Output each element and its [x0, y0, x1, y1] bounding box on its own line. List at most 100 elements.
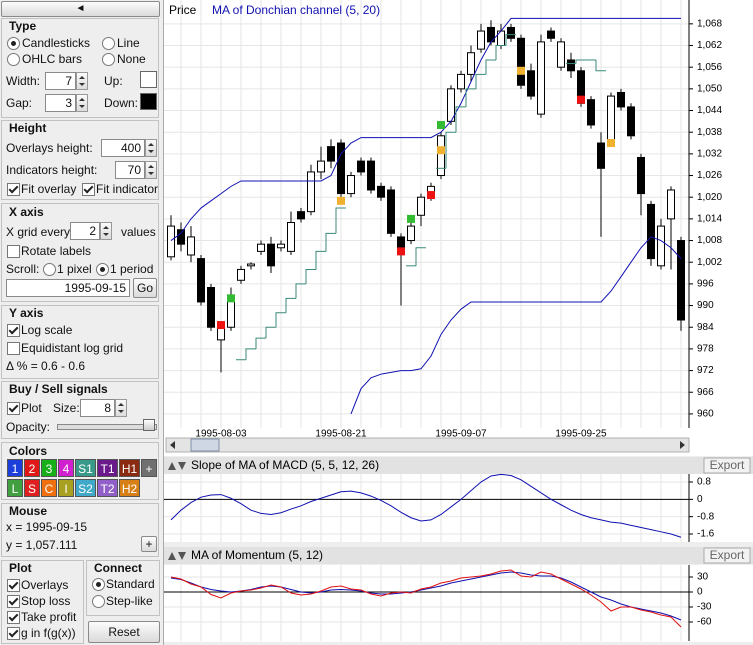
candle-body	[287, 221, 295, 252]
color-button[interactable]: S2	[75, 479, 96, 497]
spinner[interactable]	[145, 139, 157, 157]
color-button[interactable]: 4	[58, 459, 74, 477]
stop-line	[335, 207, 346, 234]
mouse-x: x = 1995-09-15	[6, 520, 88, 534]
radio[interactable]	[7, 53, 20, 66]
add-button[interactable]: +	[141, 536, 157, 552]
move-up[interactable]	[168, 462, 176, 470]
color-button[interactable]: S1	[75, 459, 96, 477]
candle-body	[357, 160, 365, 173]
scroll-right[interactable]	[680, 441, 685, 449]
checkbox[interactable]	[7, 579, 20, 592]
collapse-button[interactable]: ◄	[1, 1, 160, 17]
radio[interactable]	[96, 263, 109, 276]
y-tick-label: 0	[697, 587, 703, 598]
y-tick-label: 1,038	[697, 127, 722, 138]
down-color-swatch[interactable]	[140, 93, 157, 110]
reset-button[interactable]: Reset	[88, 621, 160, 643]
radio[interactable]	[7, 37, 20, 50]
radio[interactable]	[92, 578, 105, 591]
checkbox[interactable]	[7, 627, 20, 640]
overlays-height-input[interactable]: 400	[101, 139, 145, 157]
radio[interactable]	[43, 263, 56, 276]
move-down[interactable]	[178, 552, 186, 560]
radio[interactable]	[102, 37, 115, 50]
signals-panel	[1, 381, 159, 439]
color-button[interactable]: 3	[41, 459, 57, 477]
spinner[interactable]	[76, 94, 88, 112]
checkbox[interactable]	[7, 324, 20, 337]
color-button[interactable]: L	[7, 479, 23, 497]
stop-line	[465, 88, 476, 107]
move-down[interactable]	[178, 462, 186, 470]
date-input[interactable]: 1995-09-15	[6, 279, 130, 297]
slider-thumb[interactable]	[143, 419, 155, 431]
x-tick-label: 1995-08-03	[195, 429, 247, 440]
size-input[interactable]: 8	[80, 399, 115, 417]
overlay-line	[170, 17, 681, 241]
export-label[interactable]: Export	[710, 548, 745, 562]
stop-line	[595, 59, 606, 72]
checkbox[interactable]	[7, 611, 20, 624]
color-button[interactable]: +	[141, 459, 157, 477]
color-button[interactable]: S	[24, 479, 40, 497]
indicator-line	[170, 571, 682, 621]
stop-line	[275, 312, 286, 328]
y-tick-label: 1,068	[697, 18, 722, 29]
section-title: Type	[9, 19, 37, 33]
stop-line	[445, 131, 456, 169]
candle-body	[407, 225, 415, 242]
color-button[interactable]: C	[41, 479, 57, 497]
color-button[interactable]: H1	[119, 459, 140, 477]
export-label[interactable]: Export	[710, 458, 745, 472]
field-label: Indicators height:	[6, 163, 98, 177]
grid-every-input[interactable]: 2	[70, 222, 100, 240]
spinner[interactable]	[100, 222, 112, 240]
checkbox[interactable]	[7, 402, 20, 415]
indicators-height-input[interactable]: 70	[115, 161, 145, 179]
y-tick-label: 1,056	[697, 62, 722, 73]
candle-body	[417, 196, 425, 216]
option-label: g in f(g(x))	[21, 626, 76, 640]
checkbox[interactable]	[7, 245, 20, 258]
move-up[interactable]	[168, 552, 176, 560]
up-color-swatch[interactable]	[140, 71, 157, 88]
go-button[interactable]: Go	[133, 278, 157, 298]
radio[interactable]	[92, 595, 105, 608]
color-button[interactable]: T2	[97, 479, 118, 497]
candle-body	[177, 229, 185, 245]
spinner[interactable]	[76, 72, 88, 90]
export-button[interactable]	[703, 547, 751, 564]
scroll-left[interactable]	[170, 441, 175, 449]
option-label: Log scale	[21, 323, 73, 337]
export-button[interactable]	[703, 457, 751, 474]
width-input[interactable]: 7	[45, 72, 76, 90]
color-button[interactable]: T1	[97, 459, 118, 477]
opacity-slider[interactable]	[57, 424, 157, 430]
x-axis-panel	[1, 203, 159, 302]
spinner[interactable]	[115, 399, 127, 417]
radio[interactable]	[102, 53, 115, 66]
candle-body	[257, 243, 265, 252]
color-button[interactable]: 1	[7, 459, 23, 477]
spinner[interactable]	[145, 161, 157, 179]
scroll-thumb[interactable]	[190, 438, 220, 452]
color-button[interactable]: I	[58, 479, 74, 497]
gap-input[interactable]: 3	[45, 94, 76, 112]
color-button[interactable]: H2	[119, 479, 140, 497]
color-button[interactable]: 2	[24, 459, 40, 477]
option-label: Step-like	[106, 594, 153, 608]
candle-body	[247, 263, 255, 267]
candle-body	[457, 73, 465, 90]
checkbox[interactable]	[7, 342, 20, 355]
checkbox[interactable]	[82, 183, 95, 196]
scrollbar[interactable]	[165, 437, 690, 453]
checkbox[interactable]	[7, 183, 20, 196]
y-tick-label: 1,032	[697, 149, 722, 160]
option-label: Fit overlay	[21, 182, 77, 196]
field-label: Width:	[6, 74, 41, 88]
checkbox[interactable]	[7, 595, 20, 608]
stop-line	[315, 250, 326, 270]
overlay-lower-line	[350, 236, 682, 415]
candle-body	[547, 30, 555, 39]
